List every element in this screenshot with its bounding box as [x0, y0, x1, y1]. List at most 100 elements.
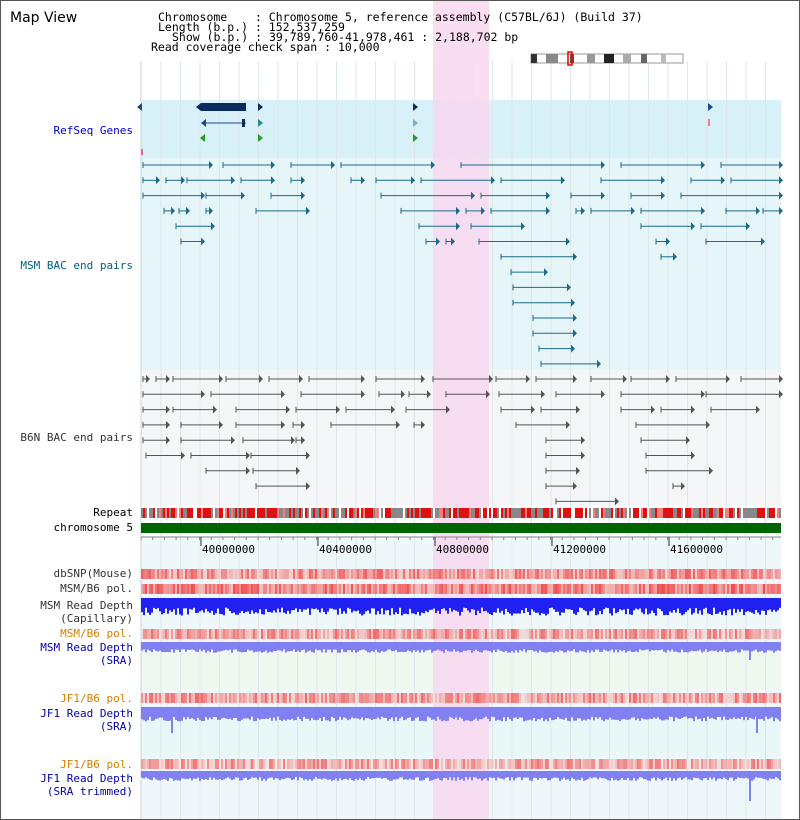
read-depth-bar: [653, 771, 655, 778]
read-depth-bar: [723, 771, 725, 778]
polymorphism-cell: [531, 569, 533, 579]
polymorphism-cell: [655, 629, 657, 639]
polymorphism-cell: [341, 693, 343, 703]
read-depth-bar: [599, 642, 601, 652]
read-depth-bar: [637, 598, 639, 610]
polymorphism-cell: [743, 584, 745, 594]
track-label-b6n-bac[interactable]: B6N BAC end pairs: [20, 431, 133, 444]
read-depth-bar: [341, 598, 343, 614]
polymorphism-cell: [635, 693, 637, 703]
repeat-segment: [525, 508, 527, 518]
read-depth-bar: [663, 642, 665, 652]
polymorphism-cell: [337, 584, 339, 594]
polymorphism-cell: [573, 693, 575, 703]
polymorphism-cell: [275, 759, 277, 769]
read-depth-bar: [615, 707, 617, 720]
read-depth-bar: [295, 771, 297, 778]
read-depth-bar: [555, 642, 557, 652]
polymorphism-cell: [605, 629, 607, 639]
repeat-segment: [315, 508, 317, 518]
polymorphism-cell: [311, 693, 313, 703]
polymorphism-cell: [155, 693, 157, 703]
polymorphism-cell: [505, 629, 507, 639]
read-depth-bar: [537, 707, 539, 720]
read-depth-bar: [455, 598, 457, 611]
read-depth-bar: [481, 707, 483, 720]
polymorphism-cell: [355, 693, 357, 703]
polymorphism-cell: [397, 629, 399, 639]
polymorphism-cell: [343, 629, 345, 639]
polymorphism-cell: [581, 759, 583, 769]
read-depth-bar: [615, 598, 617, 614]
polymorphism-cell: [261, 759, 263, 769]
repeat-segment: [303, 508, 305, 518]
read-depth-bar: [553, 707, 555, 720]
polymorphism-cell: [475, 759, 477, 769]
polymorphism-cell: [367, 759, 369, 769]
msm-bac-pair: [301, 176, 305, 185]
polymorphism-cell: [381, 569, 383, 579]
repeat-segment: [779, 508, 781, 518]
read-depth-bar: [477, 642, 479, 652]
read-depth-bar: [217, 642, 219, 652]
repeat-segment: [543, 508, 545, 518]
polymorphism-cell: [285, 629, 287, 639]
repeat-segment: [667, 508, 669, 518]
polymorphism-cell: [477, 569, 479, 579]
polymorphism-cell: [545, 569, 547, 579]
read-depth-bar: [241, 771, 243, 781]
read-depth-bar: [243, 598, 245, 614]
read-depth-bar: [719, 771, 721, 779]
read-depth-bar: [251, 771, 253, 778]
read-depth-bar: [459, 771, 461, 781]
polymorphism-cell: [433, 584, 435, 594]
repeat-segment: [205, 508, 207, 518]
polymorphism-cell: [403, 584, 405, 594]
polymorphism-cell: [593, 629, 595, 639]
read-depth-bar: [329, 642, 331, 650]
read-depth-bar: [675, 707, 677, 718]
read-depth-bar: [235, 771, 237, 778]
polymorphism-cell: [437, 759, 439, 769]
polymorphism-cell: [445, 693, 447, 703]
read-depth-bar: [443, 598, 445, 609]
read-depth-bar: [263, 707, 265, 720]
polymorphism-cell: [767, 584, 769, 594]
polymorphism-cell: [609, 584, 611, 594]
polymorphism-cell: [243, 759, 245, 769]
read-depth-bar: [409, 771, 411, 779]
read-depth-bar: [715, 642, 717, 651]
polymorphism-cell: [307, 584, 309, 594]
polymorphism-cell: [325, 693, 327, 703]
polymorphism-cell: [719, 569, 721, 579]
b6n-bac-pair: [201, 390, 205, 399]
polymorphism-cell: [721, 759, 723, 769]
b6n-bac-pair: [306, 451, 310, 460]
read-depth-bar: [237, 598, 239, 615]
polymorphism-cell: [737, 759, 739, 769]
polymorphism-cell: [409, 629, 411, 639]
track-label-refseq[interactable]: RefSeq Genes: [53, 124, 133, 137]
read-depth-bar: [459, 707, 461, 718]
polymorphism-cell: [189, 569, 191, 579]
read-depth-bar: [731, 642, 733, 652]
polymorphism-cell: [743, 693, 745, 703]
polymorphism-cell: [271, 693, 273, 703]
polymorphism-cell: [607, 629, 609, 639]
read-depth-bar: [307, 707, 309, 719]
polymorphism-cell: [419, 693, 421, 703]
read-depth-bar: [291, 771, 293, 781]
read-depth-bar: [425, 598, 427, 612]
polymorphism-cell: [511, 693, 513, 703]
polymorphism-cell: [553, 569, 555, 579]
track-label-msm-bac[interactable]: MSM BAC end pairs: [20, 259, 133, 272]
repeat-segment: [533, 508, 535, 518]
polymorphism-cell: [727, 759, 729, 769]
polymorphism-cell: [685, 569, 687, 579]
polymorphism-cell: [539, 759, 541, 769]
read-depth-bar: [521, 707, 523, 718]
polymorphism-cell: [251, 584, 253, 594]
read-depth-bar: [171, 642, 173, 650]
polymorphism-cell: [165, 693, 167, 703]
